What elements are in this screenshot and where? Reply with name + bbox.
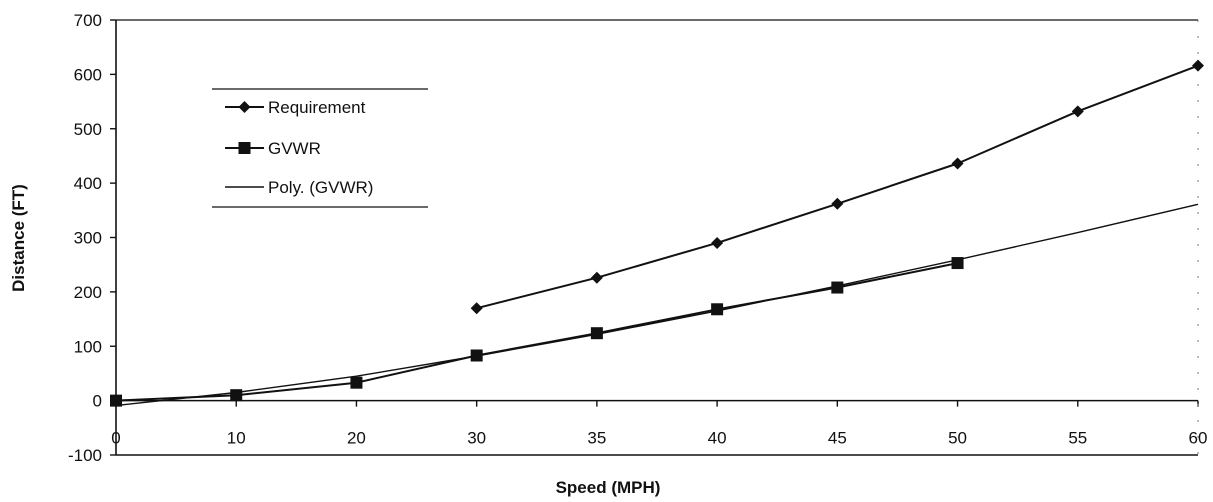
y-axis: 700 600 500 400 300 200 100 0 -100: [68, 11, 117, 465]
y-tick-label: 100: [74, 337, 102, 356]
legend-square-marker: [238, 142, 251, 154]
legend-label-requirement: Requirement: [268, 98, 366, 117]
data-point-gvwr: [350, 376, 363, 389]
data-point-requirement: [1192, 59, 1204, 72]
series-line-requirement: [476, 64, 1199, 310]
x-tick-label: 10: [227, 429, 246, 448]
legend-label-gvwr: GVWR: [268, 139, 321, 158]
x-tick-label: 35: [587, 429, 606, 448]
data-point-gvwr: [711, 303, 724, 316]
plot-area: [110, 19, 1204, 456]
data-point-gvwr: [831, 281, 844, 294]
x-tick-label: 45: [828, 429, 847, 448]
x-tick-label: 20: [347, 429, 366, 448]
y-tick-label: 0: [93, 392, 102, 411]
x-tick-label: 30: [467, 429, 486, 448]
legend-item-poly-gvwr: Poly. (GVWR): [225, 178, 373, 197]
x-axis-title: Speed (MPH): [556, 478, 661, 497]
y-tick-label: -100: [68, 446, 102, 465]
legend-label-poly-gvwr: Poly. (GVWR): [268, 178, 373, 197]
series-line-gvwr: [115, 262, 958, 402]
legend: Requirement GVWR Poly. (GVWR): [212, 88, 428, 208]
series-line-poly-gvwr: [115, 203, 1199, 407]
x-tick-label: 55: [1068, 429, 1087, 448]
legend-item-requirement: Requirement: [225, 98, 366, 117]
legend-diamond-marker: [238, 101, 251, 113]
data-point-gvwr: [590, 327, 603, 340]
x-tick-label: 40: [708, 429, 727, 448]
data-point-requirement: [951, 157, 964, 170]
data-point-gvwr: [110, 394, 122, 407]
x-tick-label: 0: [111, 429, 120, 448]
legend-item-gvwr: GVWR: [225, 139, 321, 158]
x-axis: 0 10 20 30 35 40 45 50 55 60: [111, 399, 1208, 448]
data-point-requirement: [831, 197, 844, 210]
data-point-gvwr: [230, 389, 243, 402]
y-tick-label: 200: [74, 283, 102, 302]
y-tick-label: 300: [74, 229, 102, 248]
data-point-requirement: [1071, 105, 1084, 118]
y-tick-label: 400: [74, 174, 102, 193]
data-point-requirement: [590, 271, 603, 284]
data-point-requirement: [470, 302, 483, 315]
data-point-requirement: [711, 236, 724, 249]
y-tick-label: 600: [74, 65, 102, 84]
y-axis-title: Distance (FT): [9, 184, 28, 292]
x-tick-label: 60: [1189, 429, 1208, 448]
y-tick-label: 700: [74, 11, 102, 30]
x-tick-label: 50: [948, 429, 967, 448]
y-tick-label: 500: [74, 120, 102, 139]
